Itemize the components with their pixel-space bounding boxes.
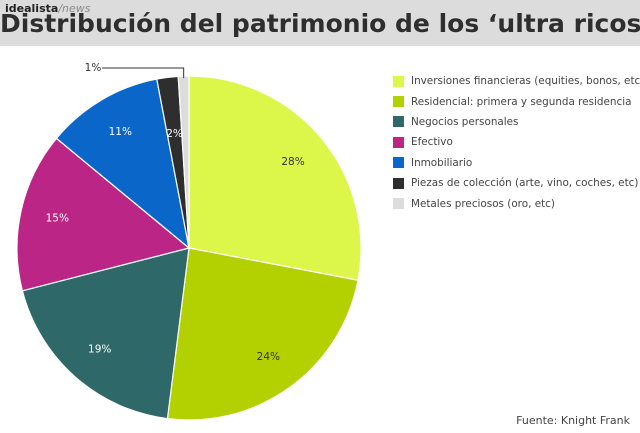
chart-source: Fuente: Knight Frank <box>516 414 630 427</box>
legend-swatch <box>393 116 404 128</box>
legend-swatch <box>393 136 404 148</box>
legend-swatch <box>393 75 404 87</box>
slice-label-2: 19% <box>88 343 111 355</box>
legend-item-3: Efectivo <box>393 132 638 152</box>
slice-label-6: 1% <box>85 62 102 74</box>
legend-swatch <box>393 157 404 169</box>
legend-item-2: Negocios personales <box>393 112 638 132</box>
legend-label: Inversiones financieras (equities, bonos… <box>411 75 640 88</box>
brand-logo: idealista/news <box>5 2 91 15</box>
slice-label-5: 2% <box>166 128 183 140</box>
legend-label: Metales preciosos (oro, etc) <box>411 197 555 210</box>
legend-label: Efectivo <box>411 136 453 149</box>
legend-swatch <box>393 198 404 210</box>
legend-item-1: Residencial: primera y segunda residenci… <box>393 91 638 111</box>
brand-name: idealista <box>5 2 59 15</box>
pie-slice-4 <box>55 78 190 250</box>
legend-item-0: Inversiones financieras (equities, bonos… <box>393 71 640 91</box>
brand-suffix: /news <box>58 2 91 15</box>
legend-swatch <box>393 177 404 189</box>
legend-item-6: Metales preciosos (oro, etc) <box>393 193 638 213</box>
legend-item-4: Inmobiliario <box>393 153 638 173</box>
legend-label: Negocios personales <box>411 115 519 128</box>
legend-label: Piezas de colección (arte, vino, coches,… <box>411 177 639 190</box>
pie-slice-3 <box>16 137 191 292</box>
legend-swatch <box>393 96 404 108</box>
header-bar: idealista/news Distribución del patrimon… <box>0 0 640 46</box>
legend-label: Residencial: primera y segunda residenci… <box>411 95 632 108</box>
pie-chart: 28% 24% 19% 15% 11% 2% 1% <box>16 62 362 421</box>
pie-slice-0 <box>188 75 362 281</box>
slice-label-1: 24% <box>257 351 280 363</box>
legend-item-5: Piezas de colección (arte, vino, coches,… <box>393 173 638 193</box>
slice-label-0: 28% <box>281 156 304 168</box>
leader-line-6 <box>102 67 185 79</box>
chart-title: Distribución del patrimonio de los ‘ultr… <box>0 9 640 38</box>
pie-slice-1 <box>166 247 359 421</box>
pie-slice-2 <box>21 247 190 420</box>
slice-label-4: 11% <box>109 126 132 138</box>
chart-legend: Inversiones financieras (equities, bonos… <box>393 71 640 214</box>
slice-label-3: 15% <box>46 213 69 225</box>
legend-label: Inmobiliario <box>411 156 473 169</box>
